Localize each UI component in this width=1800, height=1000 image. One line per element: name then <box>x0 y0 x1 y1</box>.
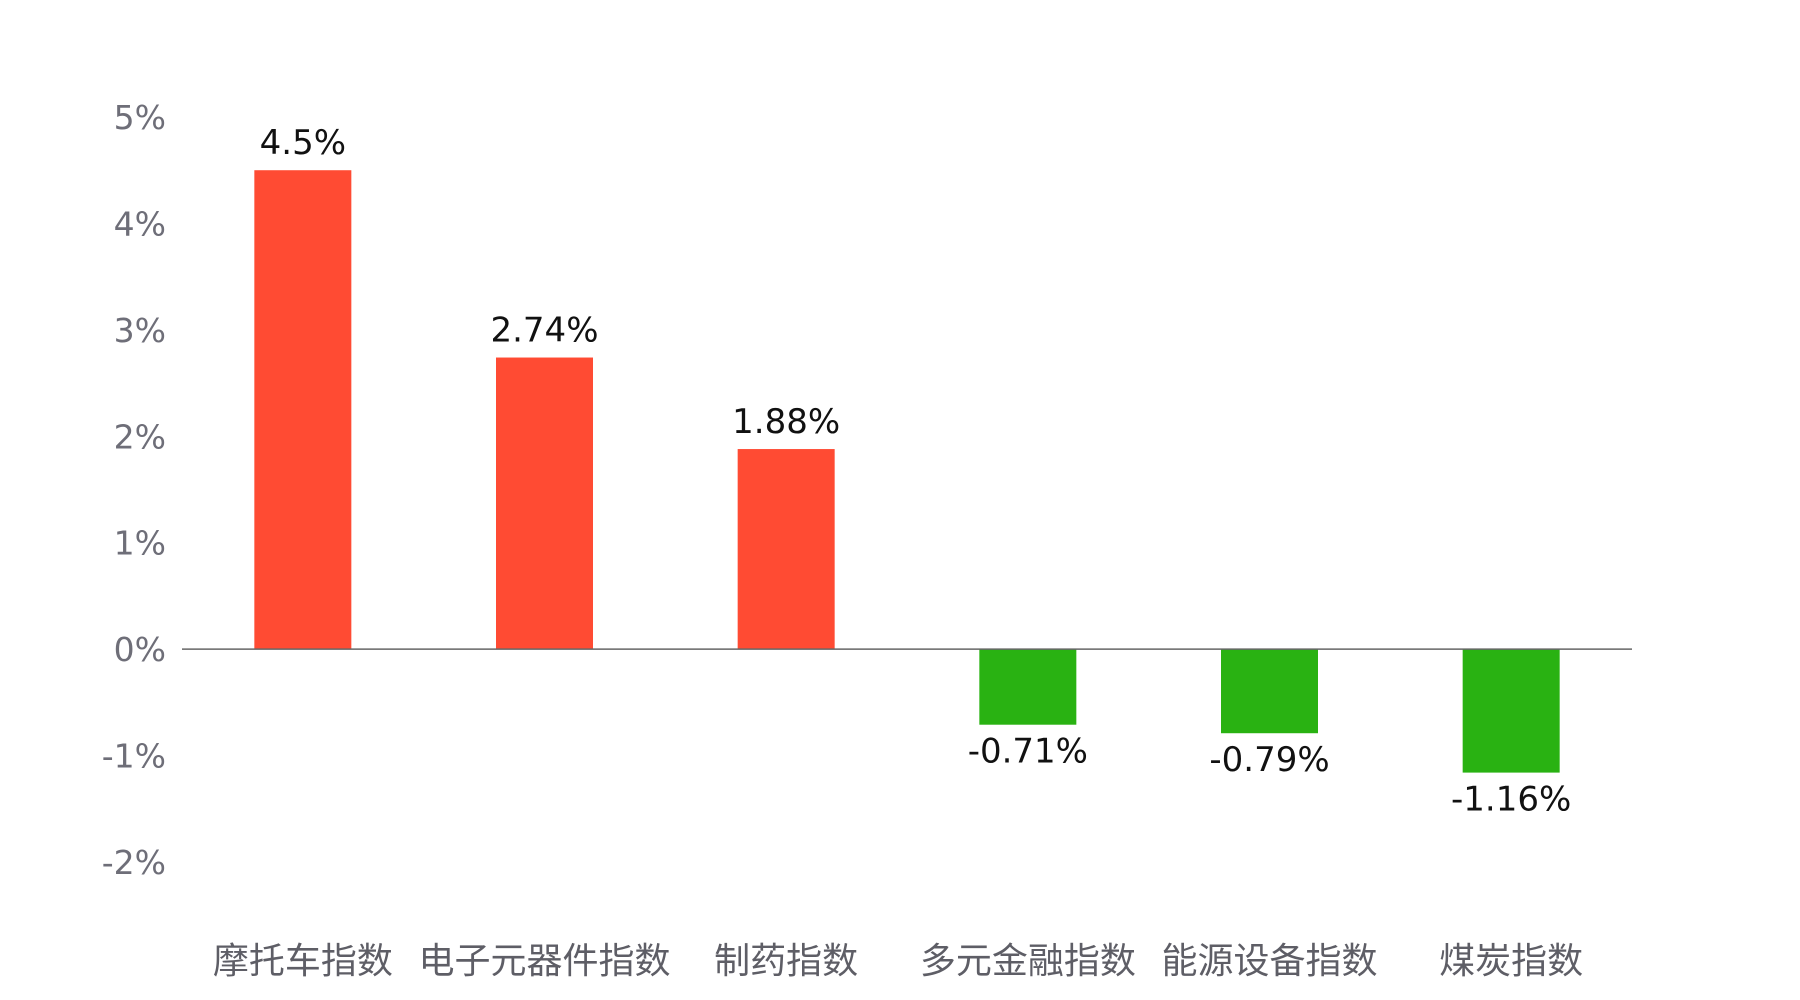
category-label: 电子元器件指数 <box>418 941 670 982</box>
data-labels: 4.5% 2.74% 1.88% -0.71% -0.79% -1.16% <box>260 123 1572 819</box>
y-tick-label: 2% <box>114 417 166 456</box>
y-tick-label: 5% <box>114 98 166 137</box>
bar <box>979 649 1077 725</box>
bar-value-label: -1.16% <box>1451 780 1571 820</box>
y-tick-label: 4% <box>114 204 166 243</box>
bar <box>1462 649 1560 773</box>
bar-value-label: 2.74% <box>490 311 598 351</box>
category-label: 制药指数 <box>714 941 858 982</box>
bar-value-label: -0.79% <box>1209 740 1329 780</box>
y-tick-label: 3% <box>114 311 166 350</box>
bar-value-label: -0.71% <box>968 732 1088 772</box>
bar <box>496 357 593 650</box>
x-axis: 摩托车指数 电子元器件指数 制药指数 多元金融指数 能源设备指数 煤炭指数 <box>213 941 1583 982</box>
category-label: 煤炭指数 <box>1439 941 1583 982</box>
y-tick-label: 0% <box>114 630 166 669</box>
y-tick-label: -2% <box>102 843 166 882</box>
category-label: 能源设备指数 <box>1161 941 1377 982</box>
bars-group <box>254 170 1560 773</box>
category-label: 摩托车指数 <box>213 941 393 982</box>
bar <box>254 170 352 650</box>
category-label: 多元金融指数 <box>920 941 1136 982</box>
y-tick-label: 1% <box>114 524 166 563</box>
bar-value-label: 4.5% <box>260 123 346 163</box>
y-axis: 5% 4% 3% 2% 1% 0% -1% -2% <box>102 98 166 882</box>
bar <box>1221 649 1318 734</box>
bar <box>737 449 835 650</box>
y-tick-label: -1% <box>102 737 166 776</box>
bar-value-label: 1.88% <box>732 402 840 442</box>
